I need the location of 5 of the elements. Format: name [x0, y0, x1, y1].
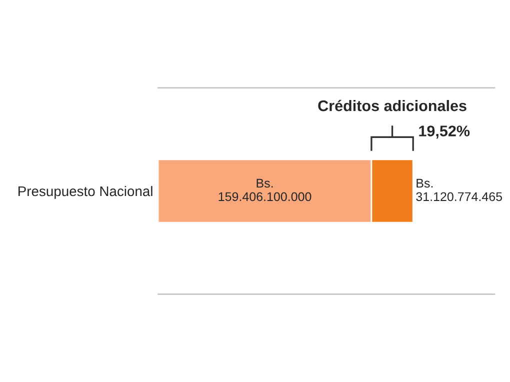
data-label: Bs. 159.406.100.000 — [218, 178, 312, 202]
data-label: Bs. 31.120.774.465 — [416, 178, 502, 202]
text: Créditos adicionales — [318, 100, 466, 112]
text: 19,52% — [419, 126, 470, 139]
y-tick-label: Presupuesto Nacional — [18, 186, 152, 199]
